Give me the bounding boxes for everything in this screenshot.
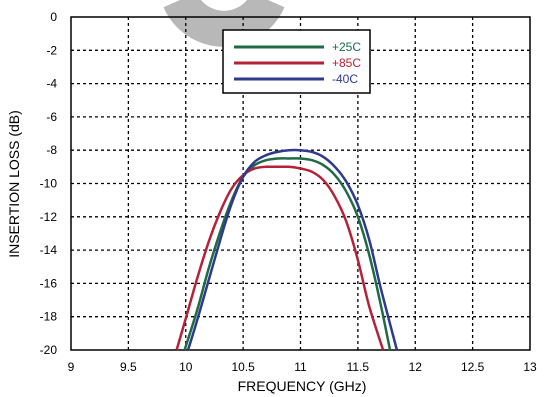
y-tick-label: -14 [40,243,58,257]
y-tick-label: -2 [46,43,57,57]
x-axis-title: FREQUENCY (GHz) [238,378,367,394]
legend-label: -40C [332,72,358,86]
y-tick-label: 0 [50,10,57,24]
plot-frame [70,16,531,351]
legend: +25C +85C -40C [222,29,371,94]
x-tick-label: 11.5 [347,360,370,374]
x-tick-label: 10.5 [231,360,255,374]
y-tick-label: -10 [40,177,58,191]
y-tick-label: -20 [40,343,58,357]
y-tick-label: -8 [46,143,57,157]
watermark-logo [163,0,285,47]
legend-label: +25C [332,40,361,54]
y-tick-label: -4 [46,77,57,91]
x-tick-label: 13 [523,360,537,374]
x-tick-label: 10 [179,360,193,374]
series-line-40c [186,148,399,351]
y-axis-title: INSERTION LOSS (dB) [6,110,22,258]
y-tick-label: -12 [40,210,58,224]
x-tick-label: 11 [294,360,307,374]
series-line-85c [175,165,385,351]
x-tick-label: 9.5 [120,360,137,374]
y-tick-labels: 0 -2 -4 -6 -8 -10 -12 -14 -16 -18 -20 [40,10,58,357]
x-tick-label: 9 [68,360,75,374]
y-tick-label: -18 [40,310,58,324]
series-line-25c [183,157,392,351]
legend-label: +85C [332,56,361,70]
x-tick-labels: 9 9.5 10 10.5 11 11.5 12 12.5 13 [68,360,537,374]
series-layer [175,148,399,351]
y-tick-label: -16 [40,276,58,290]
y-tick-label: -6 [46,110,57,124]
x-tick-label: 12 [409,360,423,374]
x-tick-label: 12.5 [461,360,485,374]
